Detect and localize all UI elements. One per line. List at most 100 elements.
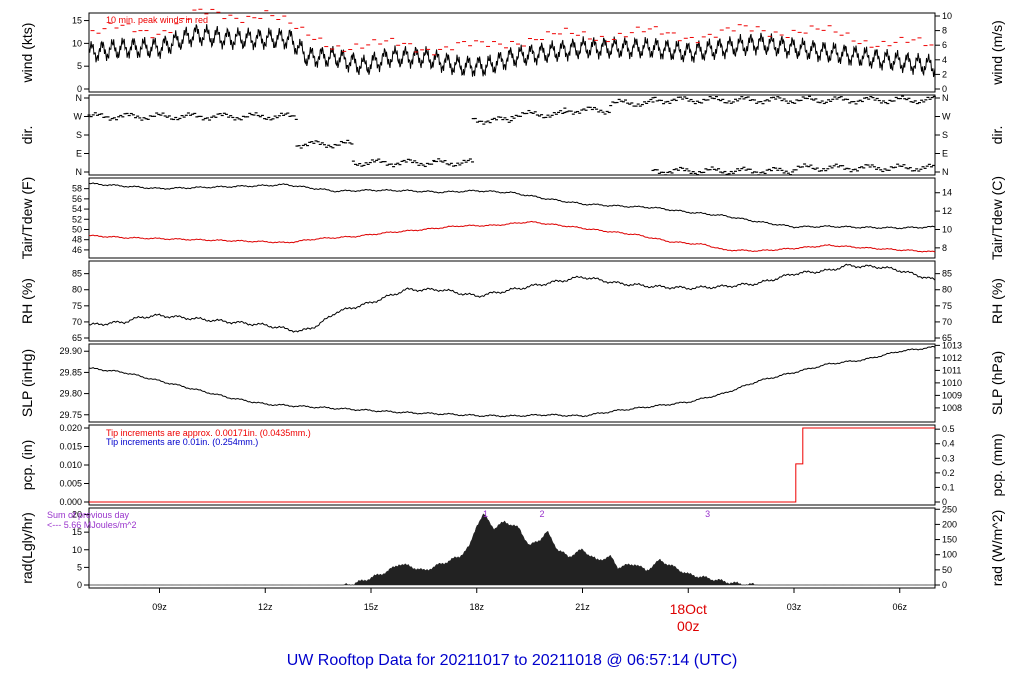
rad-marker-label: 2 <box>539 509 544 519</box>
chart-title: UW Rooftop Data for 20211017 to 20211018… <box>287 652 738 669</box>
pcp-right-tick-label: 0.1 <box>942 482 955 492</box>
rh-left-tick-label: 70 <box>72 317 82 327</box>
rad-ylabel-right: rad (W/m^2) <box>989 510 1005 587</box>
wind-right-tick-label: 2 <box>942 69 947 79</box>
x-tick-label: 03z <box>787 602 802 612</box>
pcp-note-approx: Tip increments are approx. 0.00171in. (0… <box>106 428 311 438</box>
rad-note-sum: Sum of previous day <box>47 510 130 520</box>
pcp-left-tick-label: 0.005 <box>59 479 82 489</box>
temp-left-tick-label: 52 <box>72 214 82 224</box>
rh-panel-frame <box>88 260 936 342</box>
pcp-ylabel-right: pcp. (mm) <box>989 434 1005 497</box>
rh-right-tick-label: 85 <box>942 269 952 279</box>
rh-ylabel-right: RH (%) <box>989 278 1005 324</box>
temp-left-tick-label: 46 <box>72 245 82 255</box>
dir-ylabel: dir. <box>19 126 35 145</box>
rh-left-tick-label: 65 <box>72 333 82 343</box>
rad-right-tick-label: 150 <box>942 535 957 545</box>
temp-ylabel-right: Tair/Tdew (C) <box>989 176 1005 260</box>
slp-right-tick-label: 1013 <box>942 340 962 350</box>
pcp-left-tick-label: 0.020 <box>59 423 82 433</box>
dir-right-tick-label: W <box>942 112 951 122</box>
x-tick-label: 06z <box>892 602 907 612</box>
rh-line <box>88 263 936 333</box>
rad-right-tick-label: 200 <box>942 519 957 529</box>
dir-right-tick-label: N <box>942 93 949 103</box>
temp-left-tick-label: 50 <box>72 224 82 234</box>
rh-right-tick-label: 70 <box>942 317 952 327</box>
x-tick-label: 12z <box>258 602 273 612</box>
rh-right-tick-label: 80 <box>942 285 952 295</box>
pcp-left-tick-label: 0.010 <box>59 460 82 470</box>
rh-ylabel: RH (%) <box>19 278 35 324</box>
rh-left-tick-label: 85 <box>72 269 82 279</box>
pcp-right-tick-label: 0 <box>942 497 947 507</box>
slp-line <box>88 345 936 418</box>
wind-right-tick-label: 6 <box>942 40 947 50</box>
temp-left-tick-label: 56 <box>72 194 82 204</box>
temp-left-tick-label: 54 <box>72 204 82 214</box>
wind-ylabel: wind (kts) <box>19 23 35 84</box>
date-marker-label: 18Oct <box>670 601 707 617</box>
rad-left-tick-label: 10 <box>72 545 82 555</box>
pcp-right-tick-label: 0.4 <box>942 439 955 449</box>
temp-right-tick-label: 14 <box>942 188 952 198</box>
rh-left-tick-label: 75 <box>72 301 82 311</box>
temp-right-tick-label: 12 <box>942 206 952 216</box>
rh-left-tick-label: 80 <box>72 285 82 295</box>
pcp-ylabel: pcp. (in) <box>19 440 35 491</box>
wind-ylabel-right: wind (m/s) <box>989 20 1005 86</box>
rad-left-tick-label: 20 <box>72 510 82 520</box>
pcp-panel-frame <box>88 424 936 506</box>
rad-right-tick-label: 0 <box>942 580 947 590</box>
pcp-left-tick-label: 0.015 <box>59 442 82 452</box>
wind-left-tick-label: 15 <box>72 16 82 26</box>
temp-dew-line <box>88 220 936 253</box>
dir-left-tick-label: N <box>76 93 83 103</box>
rad-right-tick-label: 50 <box>942 565 952 575</box>
pcp-left-tick-label: 0.000 <box>59 497 82 507</box>
temp-panel-frame <box>88 177 936 259</box>
x-tick-label: 15z <box>364 602 379 612</box>
rad-ylabel: rad(Lgly/hr) <box>19 512 35 584</box>
temp-air-line <box>88 182 936 230</box>
rh-right-tick-label: 75 <box>942 301 952 311</box>
temp-right-tick-label: 10 <box>942 224 952 234</box>
dir-panel-frame <box>88 94 936 176</box>
rad-marker-label: 3 <box>705 509 710 519</box>
x-tick-label: 18z <box>469 602 484 612</box>
rad-left-tick-label: 5 <box>77 562 82 572</box>
slp-ylabel-right: SLP (hPa) <box>989 351 1005 415</box>
wind-right-tick-label: 8 <box>942 26 947 36</box>
x-axis: 09z 12z 15z 18z 21z 03z 06z <box>152 588 908 612</box>
pcp-right-tick-label: 0.5 <box>942 424 955 434</box>
wind-right-tick-label: 0 <box>942 84 947 94</box>
wind-left-tick-label: 10 <box>72 38 82 48</box>
dir-ylabel-right: dir. <box>989 126 1005 145</box>
slp-right-tick-label: 1012 <box>942 353 962 363</box>
slp-right-tick-label: 1011 <box>942 365 961 375</box>
pcp-line <box>89 427 935 503</box>
rh-right-tick-label: 65 <box>942 333 952 343</box>
temp-ylabel: Tair/Tdew (F) <box>19 177 35 259</box>
wind-speed-line <box>88 24 936 78</box>
slp-left-tick-label: 29.90 <box>59 346 82 356</box>
dir-left-tick-label: W <box>74 112 83 122</box>
slp-right-tick-label: 1008 <box>942 403 962 413</box>
pcp-right-tick-label: 0.3 <box>942 453 955 463</box>
slp-panel-frame <box>88 343 936 423</box>
rad-right-tick-label: 100 <box>942 550 957 560</box>
dir-left-tick-label: N <box>76 167 83 177</box>
rad-left-tick-label: 0 <box>77 580 82 590</box>
rad-right-tick-label: 250 <box>942 504 957 514</box>
dir-left-tick-label: E <box>76 149 82 159</box>
rad-note-value: <--- 5.66 MJoules/m^2 <box>47 520 137 530</box>
slp-ylabel: SLP (inHg) <box>19 349 35 417</box>
slp-right-tick-label: 1009 <box>942 390 962 400</box>
date-marker-time: 00z <box>677 618 700 634</box>
temp-right-tick-label: 8 <box>942 243 947 253</box>
dir-right-tick-label: N <box>942 167 949 177</box>
slp-left-tick-label: 29.80 <box>59 389 82 399</box>
wind-right-tick-label: 4 <box>942 55 947 65</box>
